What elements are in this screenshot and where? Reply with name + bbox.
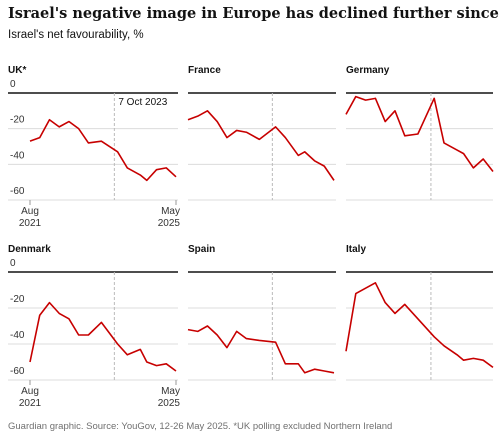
subtitle: Israel's net favourability, %	[8, 29, 144, 41]
data-line	[29, 118, 177, 182]
y-tick-label: -60	[10, 366, 25, 377]
data-line	[29, 301, 177, 372]
y-tick-label: -60	[10, 186, 25, 197]
panel-title: France	[188, 65, 221, 76]
data-line	[345, 95, 494, 172]
source: Guardian graphic. Source: YouGov, 12-26 …	[8, 421, 392, 432]
panel-title: Italy	[346, 244, 366, 255]
panel-title: UK*	[8, 65, 26, 76]
panel-title: Germany	[346, 65, 390, 76]
x-tick-label: May 2025	[157, 206, 180, 229]
event-label: 7 Oct 2023	[118, 97, 167, 108]
y-tick-label: -40	[10, 330, 25, 341]
panel-title: Denmark	[8, 244, 51, 255]
chart-title: Israel's negative image in Europe has de…	[8, 5, 501, 22]
y-tick-label: -20	[10, 115, 25, 126]
x-tick-label: May 2025	[157, 386, 180, 409]
y-tick-label: 0	[10, 258, 16, 269]
y-tick-label: -20	[10, 294, 25, 305]
data-line	[345, 282, 494, 369]
x-tick-label: Aug 2021	[18, 206, 42, 229]
data-line	[187, 110, 335, 181]
y-tick-label: 0	[10, 79, 16, 90]
x-tick-label: Aug 2021	[18, 386, 42, 409]
panel-title: Spain	[188, 244, 215, 255]
data-line	[187, 325, 335, 374]
y-tick-label: -40	[10, 150, 25, 161]
